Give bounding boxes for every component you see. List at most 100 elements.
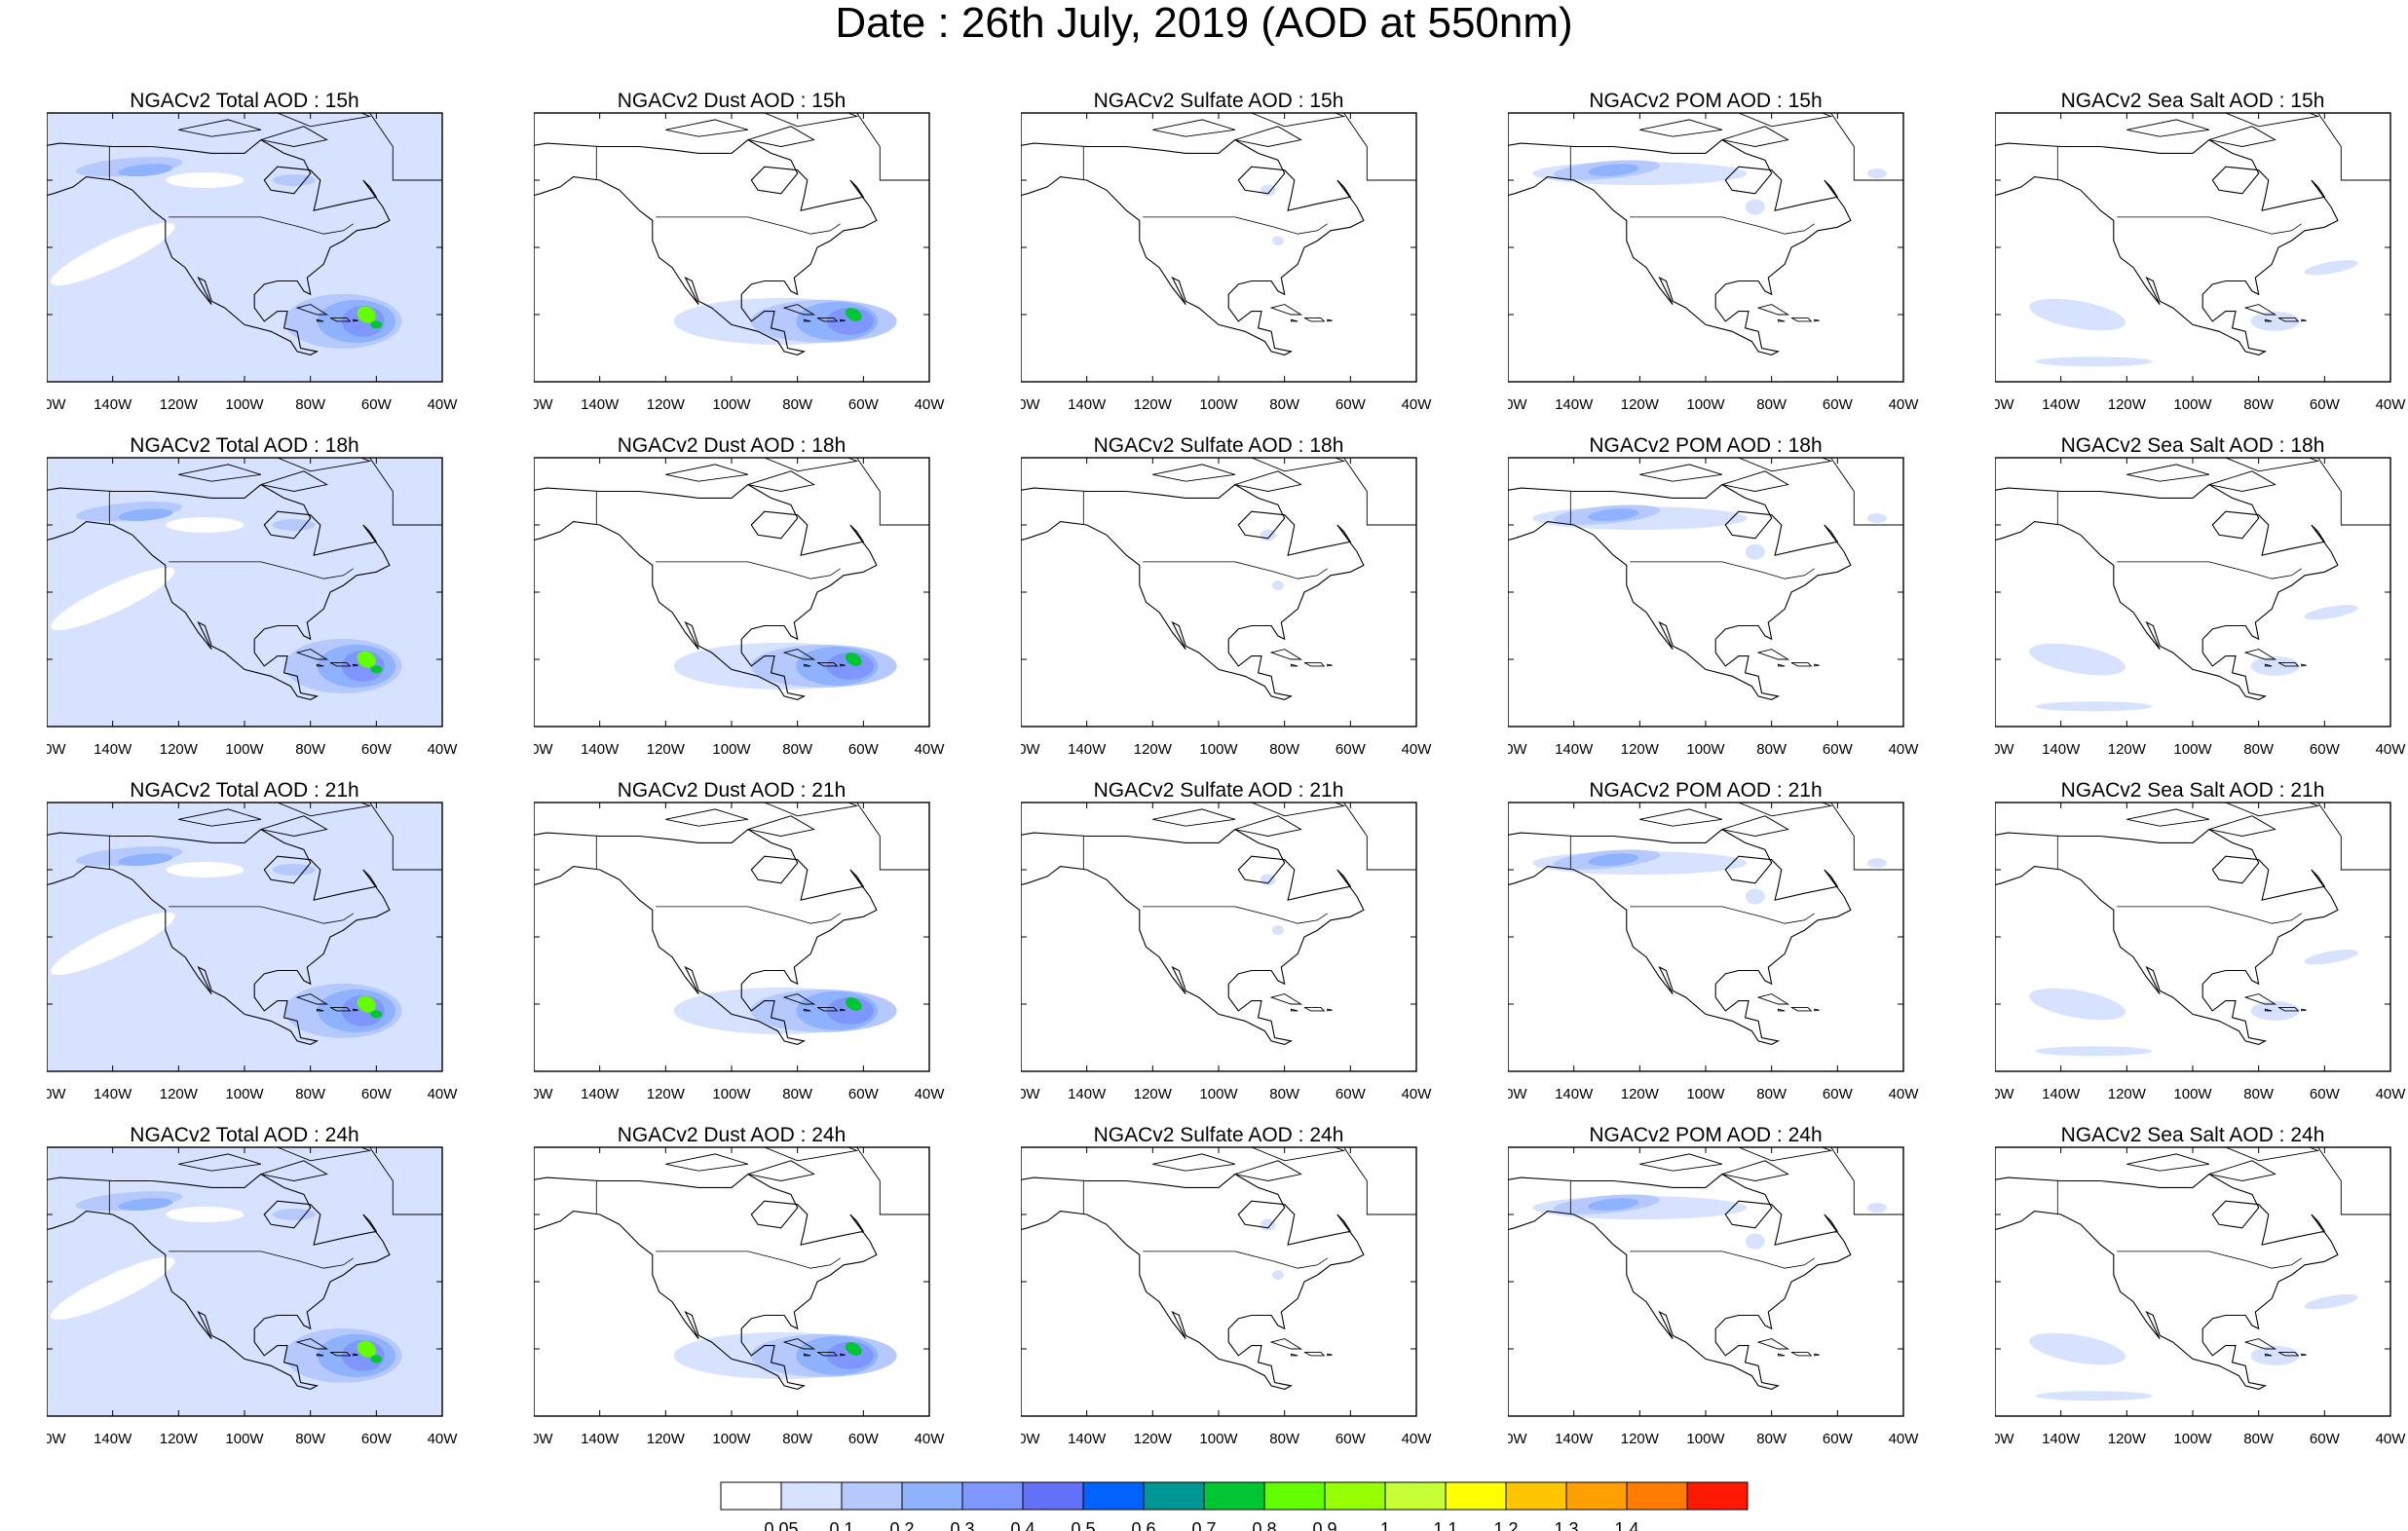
lon-tick-label: 100W — [225, 1086, 264, 1102]
lon-tick-label: 60W — [361, 741, 393, 758]
lon-tick-label: 80W — [2243, 741, 2275, 758]
aod-field — [845, 653, 862, 666]
colorbar-swatch — [1445, 1481, 1507, 1511]
aod-field — [1271, 925, 1284, 936]
lon-tick-label: 60W — [848, 396, 880, 413]
lon-tick-label: 100W — [712, 396, 751, 413]
lon-tick-label: 60W — [1336, 741, 1367, 758]
panel-title: NGACv2 Total AOD : 15h — [130, 90, 359, 112]
panel-dust-18h: NGACv2 Dust AOD : 18h020N40N60N80N160W14… — [534, 345, 1021, 758]
lon-tick-label: 80W — [1756, 741, 1787, 758]
colorbar-swatch — [1324, 1481, 1386, 1511]
colorbar-swatch — [1505, 1481, 1567, 1511]
colorbar-swatch — [901, 1481, 963, 1511]
colorbar-swatch — [1686, 1481, 1749, 1511]
aod-field — [166, 1207, 245, 1222]
panel-title: NGACv2 Sea Salt AOD : 21h — [2060, 779, 2325, 802]
colorbar-swatch — [1143, 1481, 1205, 1511]
aod-field — [357, 995, 376, 1013]
coastline — [2317, 113, 2390, 181]
lon-tick-label: 60W — [361, 1431, 393, 1447]
lon-tick-label: 140W — [2042, 1431, 2081, 1447]
aod-field — [118, 164, 173, 177]
lon-tick-label: 120W — [2108, 1431, 2147, 1447]
lon-tick-label: 40W — [915, 396, 946, 413]
map-plot: 020N40N60N80N160W140W120W100W80W60W40W — [534, 457, 945, 758]
aod-field — [826, 307, 874, 335]
lon-tick-label: 100W — [1686, 741, 1725, 758]
lon-tick-label: 160W — [1995, 1431, 2014, 1447]
coastline — [856, 113, 929, 181]
aod-field — [2029, 298, 2126, 331]
lon-tick-label: 40W — [1889, 396, 1920, 413]
aod-field — [272, 174, 316, 186]
aod-field — [826, 996, 874, 1025]
colorbar-label: 0.2 — [889, 1519, 914, 1531]
lon-tick-label: 140W — [1555, 396, 1594, 413]
lon-tick-label: 120W — [160, 396, 199, 413]
panel-title: NGACv2 Sea Salt AOD : 15h — [2060, 90, 2325, 112]
lon-tick-label: 60W — [848, 1086, 880, 1102]
panel-title: NGACv2 Total AOD : 24h — [130, 1124, 359, 1146]
lon-tick-label: 80W — [1269, 1431, 1300, 1447]
lon-tick-label: 40W — [915, 1086, 946, 1102]
panel-title: NGACv2 Sulfate AOD : 21h — [1093, 779, 1344, 802]
panel-title: NGACv2 Total AOD : 21h — [130, 779, 359, 802]
lon-tick-label: 60W — [1336, 1086, 1367, 1102]
coastline — [1830, 803, 1903, 871]
lon-tick-label: 160W — [1021, 1086, 1040, 1102]
lon-tick-label: 160W — [534, 396, 553, 413]
aod-field — [1866, 1203, 1887, 1214]
panel-sulfate-15h: NGACv2 Sulfate AOD : 15h020N40N60N80N160… — [1021, 0, 1508, 413]
map-plot: 020N40N60N80N160W140W120W100W80W60W40W — [1508, 457, 1919, 758]
aod-field — [118, 1198, 173, 1212]
lon-tick-label: 80W — [295, 741, 326, 758]
lon-tick-label: 100W — [1199, 396, 1238, 413]
coastline — [1343, 113, 1416, 181]
lon-tick-label: 100W — [712, 741, 751, 758]
panel-title: NGACv2 Sulfate AOD : 15h — [1093, 90, 1344, 112]
lon-tick-label: 120W — [647, 1086, 686, 1102]
lon-tick-label: 100W — [712, 1431, 751, 1447]
lon-tick-label: 100W — [2173, 741, 2212, 758]
coastline — [856, 458, 929, 526]
lon-tick-label: 140W — [581, 1086, 620, 1102]
panel-title: NGACv2 POM AOD : 18h — [1589, 434, 1823, 457]
map-plot: 020N40N60N80N160W140W120W100W80W60W40W — [534, 112, 946, 413]
colorbar-swatch — [780, 1481, 843, 1511]
lon-tick-label: 120W — [160, 1431, 199, 1447]
lon-tick-label: 160W — [47, 396, 66, 413]
aod-field — [1866, 858, 1887, 869]
aod-field — [1745, 1233, 1765, 1250]
coastline — [856, 803, 929, 871]
map-plot: 020N40N60N80N160W140W120W100W80W60W40W — [1995, 802, 2406, 1102]
lon-tick-label: 140W — [1068, 741, 1107, 758]
lon-tick-label: 40W — [1402, 741, 1433, 758]
lon-tick-label: 140W — [2042, 396, 2081, 413]
lon-tick-label: 140W — [94, 741, 132, 758]
lon-tick-label: 140W — [581, 396, 620, 413]
lon-tick-label: 60W — [2310, 1431, 2341, 1447]
colorbar-swatch — [1263, 1481, 1326, 1511]
lon-tick-label: 160W — [1508, 396, 1527, 413]
panel-title: NGACv2 Sea Salt AOD : 24h — [2060, 1124, 2325, 1146]
aod-field — [2035, 1391, 2153, 1401]
aod-field — [272, 1209, 316, 1220]
colorbar-label: 0.3 — [950, 1519, 974, 1531]
lon-tick-label: 160W — [1021, 1431, 1040, 1447]
aod-field — [1271, 580, 1284, 591]
panel-sulfate-24h: NGACv2 Sulfate AOD : 24h020N40N60N80N160… — [1021, 1034, 1508, 1447]
lon-tick-label: 160W — [47, 1086, 66, 1102]
aod-field — [1588, 853, 1639, 867]
lon-tick-label: 140W — [1555, 1431, 1594, 1447]
lon-tick-label: 80W — [295, 1086, 326, 1102]
lon-tick-label: 160W — [1021, 741, 1040, 758]
aod-field — [2035, 701, 2153, 712]
coastline — [1343, 458, 1416, 526]
panel-pom-15h: NGACv2 POM AOD : 15h020N40N60N80N160W140… — [1508, 0, 1995, 413]
map-plot: 020N40N60N80N160W140W120W100W80W60W40W — [1508, 802, 1919, 1102]
lon-tick-label: 80W — [295, 396, 326, 413]
colorbar-swatch — [1565, 1481, 1628, 1511]
map-plot: 020N40N60N80N160W140W120W100W80W60W40W — [1021, 457, 1433, 758]
lon-tick-label: 60W — [1336, 396, 1367, 413]
